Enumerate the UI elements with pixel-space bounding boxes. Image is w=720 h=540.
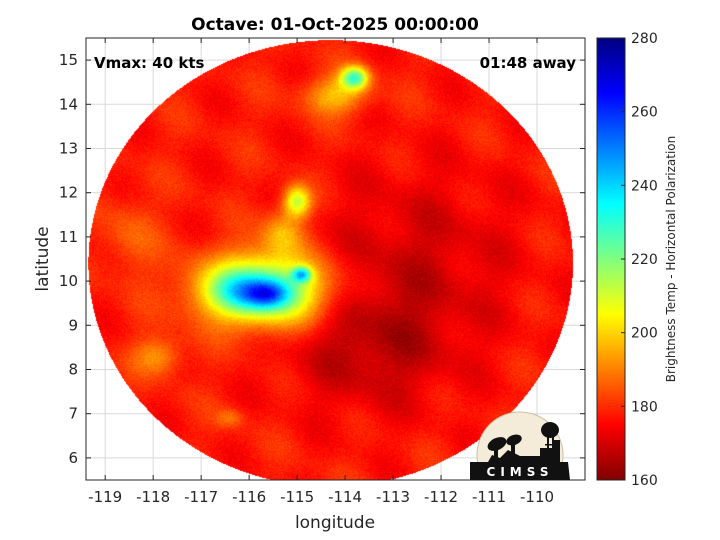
y-tick-label: 6: [68, 449, 78, 467]
y-axis-label: latitude: [33, 226, 53, 291]
y-tick-label: 7: [68, 405, 78, 423]
y-tick-label: 8: [68, 361, 78, 379]
brightness-temp-heatmap: [86, 38, 585, 480]
x-tick-label: -111: [472, 488, 506, 506]
plot-area: -119 -118 -117 -116 -115 -114 -113 -112 -111 -110…: [59, 37, 586, 506]
axes-frame: [85, 37, 586, 481]
y-axis-ticks: 6 7 8 9 10 11 12 13 14 15: [59, 51, 585, 467]
x-tick-label: -115: [280, 488, 314, 506]
colorbar-tick-label: 220: [631, 252, 658, 268]
colorbar: 160 180 200 220 240 260 280 Brightness Temp - …: [596, 31, 678, 489]
y-tick-label: 12: [59, 184, 78, 202]
x-tick-label: -114: [328, 488, 362, 506]
x-tick-label: -110: [520, 488, 554, 506]
x-axis-ticks: -119 -118 -117 -116 -115 -114 -113 -112 -111 -110: [88, 38, 554, 506]
logo-skyline: [470, 440, 570, 480]
satellite-dish-icon: [487, 434, 522, 458]
away-annotation: 01:48 away: [480, 54, 577, 72]
y-tick-label: 11: [59, 228, 78, 246]
colorbar-tick-label: 240: [631, 178, 658, 194]
colorbar-ticks: 160 180 200 220 240 260 280: [621, 31, 658, 489]
vmax-annotation: Vmax: 40 kts: [94, 54, 204, 72]
y-tick-label: 15: [59, 51, 78, 69]
colorbar-label: Brightness Temp - Horizontal Polarizatio…: [664, 136, 678, 383]
x-tick-label: -117: [184, 488, 218, 506]
x-tick-label: -119: [88, 488, 122, 506]
colorbar-gradient: [596, 37, 626, 481]
chart-title: Octave: 01-Oct-2025 00:00:00: [191, 15, 479, 35]
colorbar-tick-label: 180: [631, 399, 658, 415]
y-tick-label: 14: [59, 95, 78, 113]
x-axis-label: longitude: [295, 513, 375, 533]
colorbar-tick-label: 280: [631, 31, 658, 47]
y-tick-label: 9: [68, 316, 78, 334]
colorbar-tick-label: 200: [631, 326, 658, 342]
logo-text: CIMSS: [487, 465, 554, 479]
x-tick-label: -113: [376, 488, 410, 506]
heatmap-container: [86, 38, 585, 480]
x-tick-label: -112: [424, 488, 458, 506]
x-tick-label: -118: [136, 488, 170, 506]
cimss-logo: CIMSS: [470, 411, 570, 480]
colorbar-tick-label: 160: [631, 473, 658, 489]
y-tick-label: 10: [59, 272, 78, 290]
colorbar-tick-label: 260: [631, 105, 658, 121]
x-tick-label: -116: [232, 488, 266, 506]
water-tower-icon: [541, 422, 559, 450]
y-tick-label: 13: [59, 140, 78, 158]
